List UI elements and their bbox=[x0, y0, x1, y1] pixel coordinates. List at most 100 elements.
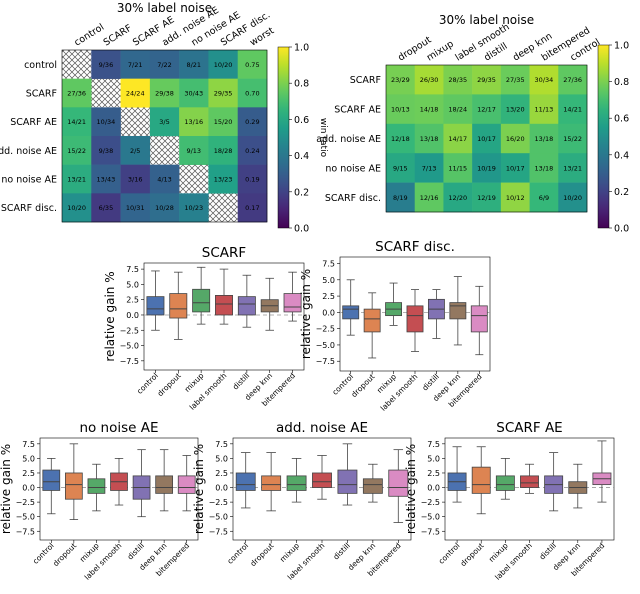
y-tick-label: add. noise AE bbox=[316, 134, 381, 145]
box bbox=[261, 475, 282, 491]
cell-label: 29/35 bbox=[477, 76, 496, 84]
box bbox=[192, 288, 211, 313]
chart-title: 30% label noise bbox=[439, 13, 534, 27]
y-tick-label: 0.0 bbox=[427, 484, 440, 493]
heatmap-cell bbox=[529, 94, 559, 125]
heatmap-cell bbox=[472, 94, 502, 125]
cell-label: 11/13 bbox=[535, 106, 554, 114]
x-tick-label: dropout bbox=[459, 541, 486, 568]
cell-label: 12/18 bbox=[391, 135, 410, 143]
heatmap-cell bbox=[414, 153, 444, 183]
cell-label: 9/38 bbox=[99, 147, 114, 155]
heatmap-cell bbox=[120, 136, 151, 165]
y-tick-label: −7.5 bbox=[120, 357, 139, 366]
heatmap-cell bbox=[414, 123, 444, 154]
cell-label: 18/28 bbox=[214, 147, 233, 155]
cell-label: 6/35 bbox=[99, 204, 114, 212]
y-tick-label: −2.5 bbox=[209, 498, 228, 507]
box bbox=[215, 295, 233, 316]
heatmap-cell bbox=[208, 136, 239, 165]
cell-label: 13/18 bbox=[535, 164, 554, 172]
cell-label: 13/18 bbox=[535, 135, 554, 143]
heatmap-cell bbox=[179, 78, 209, 108]
heatmap-cell bbox=[529, 182, 559, 213]
colorbar-label: win ratio bbox=[318, 118, 328, 158]
heatmap-cell bbox=[500, 94, 530, 125]
heatmap-cell bbox=[237, 193, 268, 223]
heatmap-cell bbox=[91, 50, 121, 79]
cell-label: 15/22 bbox=[563, 135, 582, 143]
cell-label: 30/34 bbox=[535, 76, 554, 84]
heatmap-cell bbox=[443, 94, 473, 125]
box bbox=[449, 302, 467, 320]
colorbar-tick-label: 1.0 bbox=[294, 43, 309, 54]
cell-label: 15/22 bbox=[67, 147, 86, 155]
y-tick-label: −2.5 bbox=[16, 498, 35, 507]
cell-label: 7/13 bbox=[422, 164, 437, 172]
colorbar-tick-label: 0.2 bbox=[614, 187, 629, 198]
y-tick-label: −5.0 bbox=[120, 342, 139, 351]
y-tick-label: −5.0 bbox=[16, 513, 35, 522]
y-tick-label: 7.5 bbox=[126, 265, 139, 274]
x-tick-label: dropout bbox=[51, 541, 78, 568]
cell-label: 13/16 bbox=[184, 118, 203, 126]
cell-label: 12/17 bbox=[477, 106, 496, 114]
heatmap-cell bbox=[386, 153, 416, 183]
y-tick-label: 2.5 bbox=[427, 469, 440, 478]
heatmap-cell bbox=[237, 78, 268, 108]
y-axis-label: relative gain % bbox=[0, 444, 13, 534]
heatmap-cell bbox=[414, 94, 444, 125]
y-tick-label: −2.5 bbox=[120, 326, 139, 335]
box bbox=[286, 475, 307, 491]
cell-label: 13/23 bbox=[214, 176, 233, 184]
box bbox=[177, 475, 196, 494]
heatmap-cell bbox=[62, 136, 92, 165]
heatmap-cell bbox=[386, 65, 416, 95]
y-tick-label: 0.0 bbox=[322, 308, 335, 317]
y-tick-label: −5.0 bbox=[316, 341, 335, 350]
y-tick-label: 2.5 bbox=[322, 292, 335, 301]
x-tick-label: distill bbox=[231, 371, 251, 391]
cell-label: 4/13 bbox=[157, 176, 172, 184]
cell-label: 30/43 bbox=[184, 90, 203, 98]
y-tick-label: 0.0 bbox=[126, 311, 139, 320]
chart-title: add. noise AE bbox=[276, 420, 368, 436]
cell-label: 9/13 bbox=[186, 147, 201, 155]
cell-label: 29/38 bbox=[155, 90, 174, 98]
y-tick-label: 2.5 bbox=[126, 296, 139, 305]
heatmap-cell bbox=[208, 164, 239, 194]
y-tick-label: no noise AE bbox=[1, 175, 57, 186]
heatmap-cell bbox=[386, 94, 416, 125]
heatmap-cell bbox=[558, 182, 588, 213]
cell-label: 7/21 bbox=[128, 61, 143, 69]
heatmap-cell bbox=[472, 182, 502, 213]
heatmap-cell bbox=[149, 78, 180, 108]
box bbox=[495, 475, 515, 491]
box bbox=[470, 305, 488, 333]
colorbar-tick-label: 0.8 bbox=[294, 79, 309, 90]
box bbox=[146, 296, 165, 316]
heatmap-cell bbox=[179, 136, 209, 165]
plot-frame bbox=[61, 49, 268, 223]
colorbar-tick-label: 0.0 bbox=[294, 224, 309, 235]
chart-title: no noise AE bbox=[79, 420, 158, 436]
y-tick-label: no noise AE bbox=[325, 163, 381, 174]
heatmap-cell bbox=[91, 136, 121, 165]
empty-cell bbox=[120, 107, 150, 136]
empty-cell bbox=[62, 50, 92, 79]
cell-label: 29/35 bbox=[214, 90, 233, 98]
heatmap-cell bbox=[237, 164, 268, 194]
y-tick-label: 0.0 bbox=[215, 484, 228, 493]
box bbox=[362, 478, 383, 494]
x-tick-label: distill bbox=[126, 541, 146, 561]
y-tick-label: −5.0 bbox=[421, 513, 440, 522]
y-tick-label: −7.5 bbox=[421, 527, 440, 536]
y-tick-label: −7.5 bbox=[209, 527, 228, 536]
y-axis-label: relative gain % bbox=[192, 444, 206, 534]
cell-label: 27/36 bbox=[67, 90, 86, 98]
colorbar-tick-label: 0.6 bbox=[614, 114, 629, 125]
x-tick-label: control bbox=[72, 22, 106, 49]
heatmap-cell bbox=[529, 123, 559, 154]
chart-title: 30% label noise bbox=[117, 1, 212, 15]
